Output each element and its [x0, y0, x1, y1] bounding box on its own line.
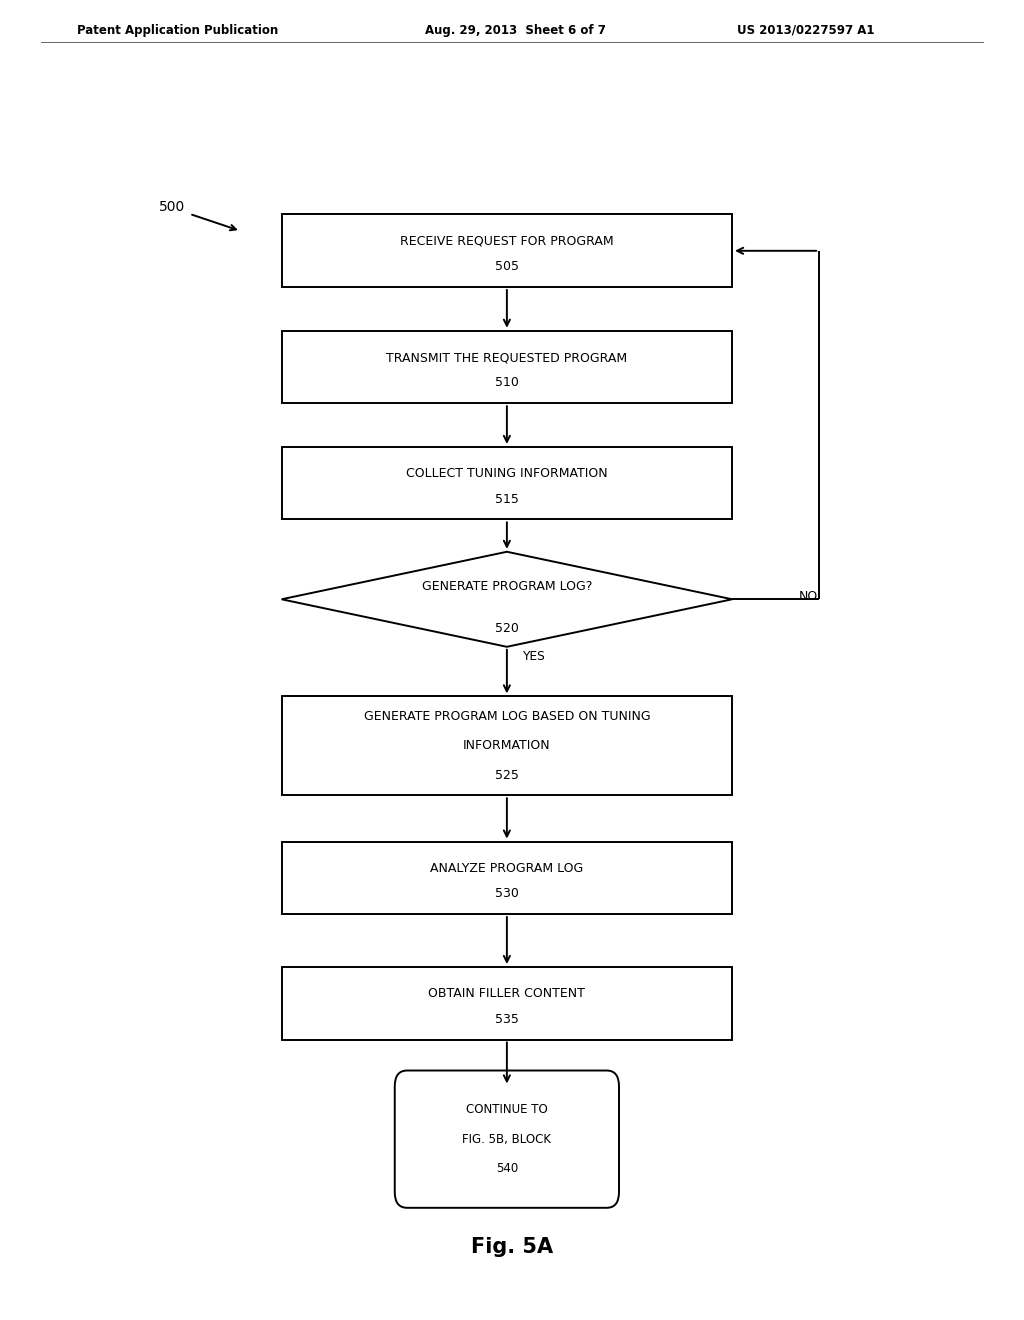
Text: 525: 525 [495, 770, 519, 781]
Text: 540: 540 [496, 1162, 518, 1175]
Text: OBTAIN FILLER CONTENT: OBTAIN FILLER CONTENT [428, 987, 586, 1001]
Text: ANALYZE PROGRAM LOG: ANALYZE PROGRAM LOG [430, 862, 584, 875]
Text: 505: 505 [495, 260, 519, 273]
Text: GENERATE PROGRAM LOG BASED ON TUNING: GENERATE PROGRAM LOG BASED ON TUNING [364, 710, 650, 722]
Text: Fig. 5A: Fig. 5A [471, 1237, 553, 1258]
Text: FIG. 5B, BLOCK: FIG. 5B, BLOCK [463, 1133, 551, 1146]
FancyBboxPatch shape [282, 330, 732, 404]
Text: COLLECT TUNING INFORMATION: COLLECT TUNING INFORMATION [407, 467, 607, 480]
FancyBboxPatch shape [282, 214, 732, 286]
Text: CONTINUE TO: CONTINUE TO [466, 1104, 548, 1117]
Text: 520: 520 [495, 622, 519, 635]
Text: 530: 530 [495, 887, 519, 900]
Text: 515: 515 [495, 492, 519, 506]
FancyBboxPatch shape [394, 1071, 618, 1208]
Polygon shape [282, 552, 732, 647]
Text: NO: NO [799, 590, 818, 603]
Text: Aug. 29, 2013  Sheet 6 of 7: Aug. 29, 2013 Sheet 6 of 7 [425, 24, 606, 37]
FancyBboxPatch shape [282, 446, 732, 519]
FancyBboxPatch shape [282, 966, 732, 1040]
Text: YES: YES [522, 649, 545, 663]
Text: 510: 510 [495, 376, 519, 389]
Text: US 2013/0227597 A1: US 2013/0227597 A1 [737, 24, 874, 37]
Text: INFORMATION: INFORMATION [463, 739, 551, 752]
Text: GENERATE PROGRAM LOG?: GENERATE PROGRAM LOG? [422, 579, 592, 593]
Text: Patent Application Publication: Patent Application Publication [77, 24, 279, 37]
Text: RECEIVE REQUEST FOR PROGRAM: RECEIVE REQUEST FOR PROGRAM [400, 235, 613, 248]
FancyBboxPatch shape [282, 697, 732, 795]
Text: 535: 535 [495, 1012, 519, 1026]
FancyBboxPatch shape [282, 842, 732, 913]
Text: 500: 500 [159, 201, 185, 214]
Text: TRANSMIT THE REQUESTED PROGRAM: TRANSMIT THE REQUESTED PROGRAM [386, 351, 628, 364]
